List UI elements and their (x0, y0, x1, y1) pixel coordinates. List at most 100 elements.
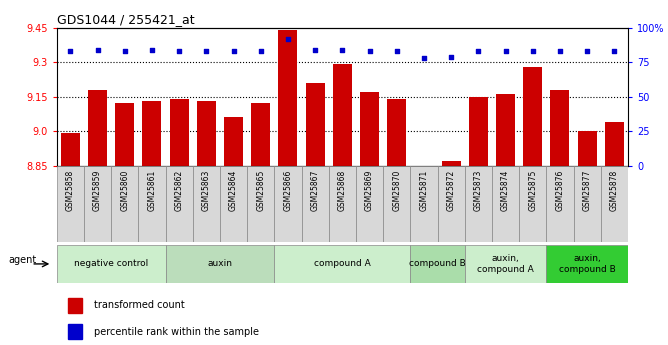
Bar (383, 166, 410, 242)
Text: auxin,
compound A: auxin, compound A (477, 254, 534, 274)
Bar (360, 92, 379, 166)
Bar (550, 90, 569, 166)
Point (174, 48, 184, 54)
Bar (410, 166, 438, 242)
Bar (275, 166, 301, 242)
Point (419, 55, 430, 61)
Bar (523, 67, 542, 166)
Text: GSM25861: GSM25861 (148, 169, 156, 211)
Text: negative control: negative control (74, 259, 148, 268)
Bar (438, 166, 465, 242)
Bar (275, 245, 410, 283)
Bar (601, 166, 628, 242)
Text: GSM25874: GSM25874 (501, 169, 510, 211)
Text: GDS1044 / 255421_at: GDS1044 / 255421_at (57, 13, 194, 27)
Bar (442, 161, 461, 166)
Bar (301, 166, 329, 242)
Point (473, 48, 484, 54)
Text: GSM25878: GSM25878 (610, 169, 619, 211)
Text: agent: agent (9, 255, 37, 265)
Bar (414, 166, 434, 168)
Point (92, 47, 103, 52)
Point (65, 48, 75, 54)
Bar (57, 166, 84, 242)
Bar (333, 65, 352, 166)
Text: GSM25863: GSM25863 (202, 169, 211, 211)
Point (228, 48, 239, 54)
Bar (68, 324, 82, 339)
Text: GSM25858: GSM25858 (66, 169, 75, 211)
Text: GSM25873: GSM25873 (474, 169, 483, 211)
Text: GSM25866: GSM25866 (283, 169, 293, 211)
Bar (197, 101, 216, 166)
Bar (251, 104, 271, 166)
Text: GSM25864: GSM25864 (229, 169, 238, 211)
Bar (84, 166, 111, 242)
Point (283, 36, 293, 41)
Bar (111, 166, 138, 242)
Bar (279, 30, 297, 166)
Text: GSM25862: GSM25862 (174, 169, 184, 211)
Bar (387, 99, 406, 166)
Text: GSM25867: GSM25867 (311, 169, 320, 211)
Text: GSM25860: GSM25860 (120, 169, 130, 211)
Bar (574, 166, 601, 242)
Text: compound B: compound B (409, 259, 466, 268)
Text: GSM25868: GSM25868 (338, 169, 347, 211)
Point (609, 48, 620, 54)
Bar (170, 99, 188, 166)
Bar (465, 166, 492, 242)
Text: GSM25870: GSM25870 (392, 169, 401, 211)
Bar (142, 101, 162, 166)
Bar (116, 104, 134, 166)
Bar (465, 245, 546, 283)
Bar (247, 166, 275, 242)
Text: GSM25869: GSM25869 (365, 169, 374, 211)
Point (147, 47, 158, 52)
Bar (469, 97, 488, 166)
Point (554, 48, 565, 54)
Point (391, 48, 402, 54)
Bar (605, 122, 624, 166)
Bar (306, 83, 325, 166)
Text: GSM25875: GSM25875 (528, 169, 537, 211)
Bar (166, 166, 193, 242)
Bar (496, 94, 515, 166)
Text: GSM25876: GSM25876 (555, 169, 564, 211)
Point (528, 48, 538, 54)
Bar (410, 245, 465, 283)
Text: auxin: auxin (208, 259, 232, 268)
Bar (546, 166, 574, 242)
Bar (88, 90, 107, 166)
Bar (68, 297, 82, 313)
Bar (61, 134, 80, 166)
Bar (329, 166, 356, 242)
Bar (193, 166, 220, 242)
Bar (519, 166, 546, 242)
Bar (166, 245, 275, 283)
Bar (138, 166, 166, 242)
Text: percentile rank within the sample: percentile rank within the sample (94, 327, 259, 337)
Text: GSM25872: GSM25872 (447, 169, 456, 211)
Text: compound A: compound A (314, 259, 371, 268)
Text: GSM25865: GSM25865 (257, 169, 265, 211)
Bar (546, 245, 628, 283)
Point (500, 48, 511, 54)
Bar (492, 166, 519, 242)
Point (582, 48, 593, 54)
Bar (220, 166, 247, 242)
Bar (224, 117, 243, 166)
Bar (578, 131, 597, 166)
Point (201, 48, 212, 54)
Bar (57, 245, 166, 283)
Point (120, 48, 130, 54)
Point (310, 47, 321, 52)
Point (337, 47, 347, 52)
Point (446, 54, 456, 59)
Text: auxin,
compound B: auxin, compound B (558, 254, 615, 274)
Text: GSM25877: GSM25877 (582, 169, 592, 211)
Text: GSM25859: GSM25859 (93, 169, 102, 211)
Point (255, 48, 266, 54)
Bar (356, 166, 383, 242)
Text: GSM25871: GSM25871 (420, 169, 428, 211)
